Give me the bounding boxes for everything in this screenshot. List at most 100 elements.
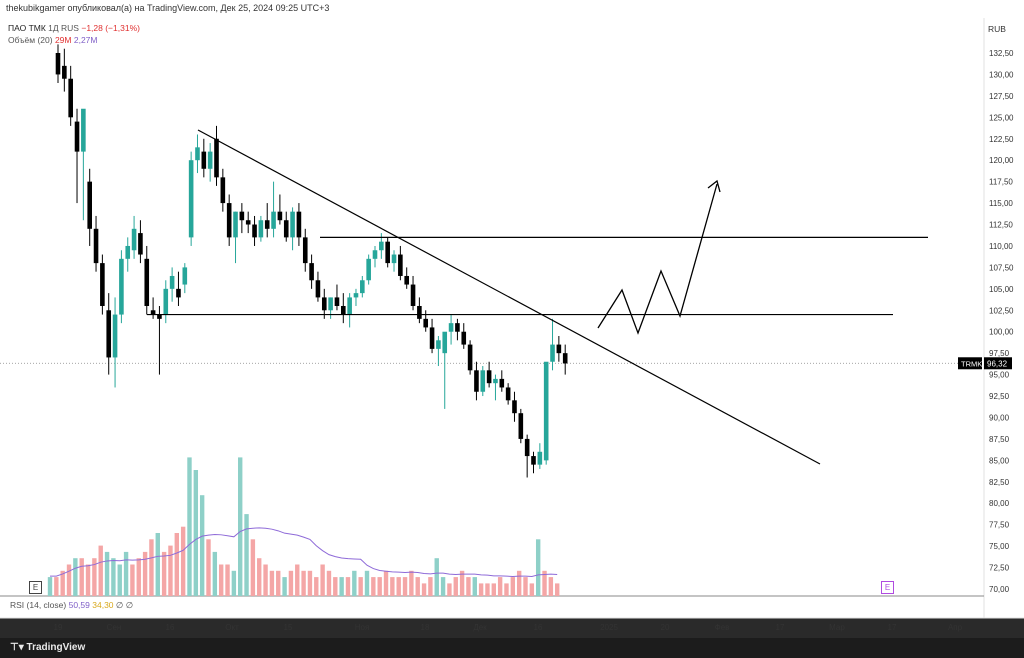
volume-bar xyxy=(307,570,313,596)
price-tick-label: 70,00 xyxy=(989,585,1010,594)
candle-body xyxy=(68,78,73,118)
candle-body xyxy=(62,65,67,79)
volume-bar xyxy=(269,570,275,596)
candle-body xyxy=(112,314,118,358)
volume-bar xyxy=(516,570,522,596)
candle-body xyxy=(493,378,498,384)
ticker-label-box xyxy=(958,357,982,370)
projection-path xyxy=(597,183,718,335)
volume-bar xyxy=(485,583,490,596)
volume-bar xyxy=(371,577,376,596)
volume-bar xyxy=(352,570,357,596)
volume-bar xyxy=(263,564,268,596)
legend-symbol[interactable]: ПАО ТМК xyxy=(8,23,46,33)
earnings-badge-future[interactable]: E xyxy=(881,581,894,594)
candle-body xyxy=(258,220,264,238)
volume-bar xyxy=(130,564,135,596)
chart-area[interactable] xyxy=(0,18,1024,618)
candle-body xyxy=(302,237,308,264)
volume-label[interactable]: Объём (20) xyxy=(8,35,53,45)
time-tick-label: 16 xyxy=(166,623,175,632)
time-tick-label: 17 xyxy=(888,623,897,632)
candle-body xyxy=(157,314,162,319)
time-tick-label: 17 xyxy=(776,623,785,632)
candle-body xyxy=(188,160,194,238)
rsi-value-3: ∅ xyxy=(115,600,124,610)
rsi-label[interactable]: RSI (14, close) xyxy=(10,600,67,610)
candle-body xyxy=(277,211,283,221)
candle-body xyxy=(556,344,562,354)
currency-label[interactable]: RUB xyxy=(988,24,1006,34)
volume-ma-line xyxy=(50,527,558,577)
candle-body xyxy=(486,370,492,384)
candle-body xyxy=(195,147,200,161)
volume-bar xyxy=(54,577,59,596)
candle-body xyxy=(182,267,188,285)
time-tick-label: Сен xyxy=(107,623,122,632)
price-tick-label: 132,50 xyxy=(989,49,1014,58)
price-tick-label: 80,00 xyxy=(989,499,1010,508)
volume-bar xyxy=(409,570,414,596)
candle-body xyxy=(233,211,238,238)
price-tick-label: 90,00 xyxy=(989,413,1010,422)
volume-bar xyxy=(117,564,122,596)
trendline xyxy=(197,129,821,465)
time-tick-label: 16 xyxy=(534,623,543,632)
volume-bar xyxy=(529,583,535,596)
volume-bar xyxy=(73,558,78,596)
time-tick-label: Фев xyxy=(715,623,730,632)
volume-bar xyxy=(168,545,173,596)
legend-exchange: RUS xyxy=(61,23,79,33)
publisher-text: thekubikgamer опубликовал(а) на TradingV… xyxy=(6,3,330,13)
volume-bar xyxy=(453,577,458,596)
time-tick-label: 15 xyxy=(284,623,293,632)
price-tick-label: 95,00 xyxy=(989,371,1010,380)
time-tick-label: 2025 xyxy=(600,623,618,632)
candle-body xyxy=(353,293,359,298)
candle-body xyxy=(429,327,435,349)
volume-bar xyxy=(174,533,179,596)
candle-body xyxy=(372,250,378,259)
rsi-legend: RSI (14, close) 50,59 34,30 ∅ ∅ xyxy=(10,600,133,611)
price-tick-label: 102,50 xyxy=(989,306,1014,315)
candle-body xyxy=(550,344,555,362)
candle-body xyxy=(562,353,568,364)
legend-interval: 1Д xyxy=(48,23,59,33)
volume-bar xyxy=(383,570,389,596)
rsi-value-4: ∅ xyxy=(125,600,134,610)
candle-body xyxy=(423,318,429,328)
volume-bar xyxy=(326,570,332,596)
candle-body xyxy=(245,220,251,225)
volume-value-2: 2,27M xyxy=(73,35,98,45)
volume-bar xyxy=(421,583,427,596)
footer-bar: ⊤▾ TradingView xyxy=(0,638,1024,658)
candle-body xyxy=(321,297,327,311)
volume-bar xyxy=(199,495,205,596)
candle-body xyxy=(55,53,61,75)
price-tick-label: 115,00 xyxy=(989,199,1013,208)
time-tick-label: 18 xyxy=(421,623,430,632)
volume-bar xyxy=(206,539,211,596)
volume-bar xyxy=(98,545,103,596)
candle-body xyxy=(480,370,486,392)
volume-bar xyxy=(238,457,243,596)
candle-body xyxy=(524,438,530,457)
candle-body xyxy=(436,340,441,349)
volume-bar xyxy=(555,583,560,596)
candle-body xyxy=(252,224,257,238)
earnings-badge[interactable]: E xyxy=(29,581,42,594)
volume-bar xyxy=(542,570,547,596)
price-tick-label: 120,00 xyxy=(989,156,1014,165)
volume-bar xyxy=(415,577,420,596)
candle-body xyxy=(334,297,340,306)
volume-bar xyxy=(250,539,256,596)
volume-bar xyxy=(218,564,224,596)
volume-bar xyxy=(161,551,167,596)
volume-value-1: 29M xyxy=(54,35,72,45)
price-tick-label: 112,50 xyxy=(989,221,1013,230)
ticker-label: TRMK xyxy=(961,359,982,368)
price-tick-label: 87,50 xyxy=(989,435,1010,444)
candle-body xyxy=(543,361,549,461)
volume-bar xyxy=(301,570,306,596)
